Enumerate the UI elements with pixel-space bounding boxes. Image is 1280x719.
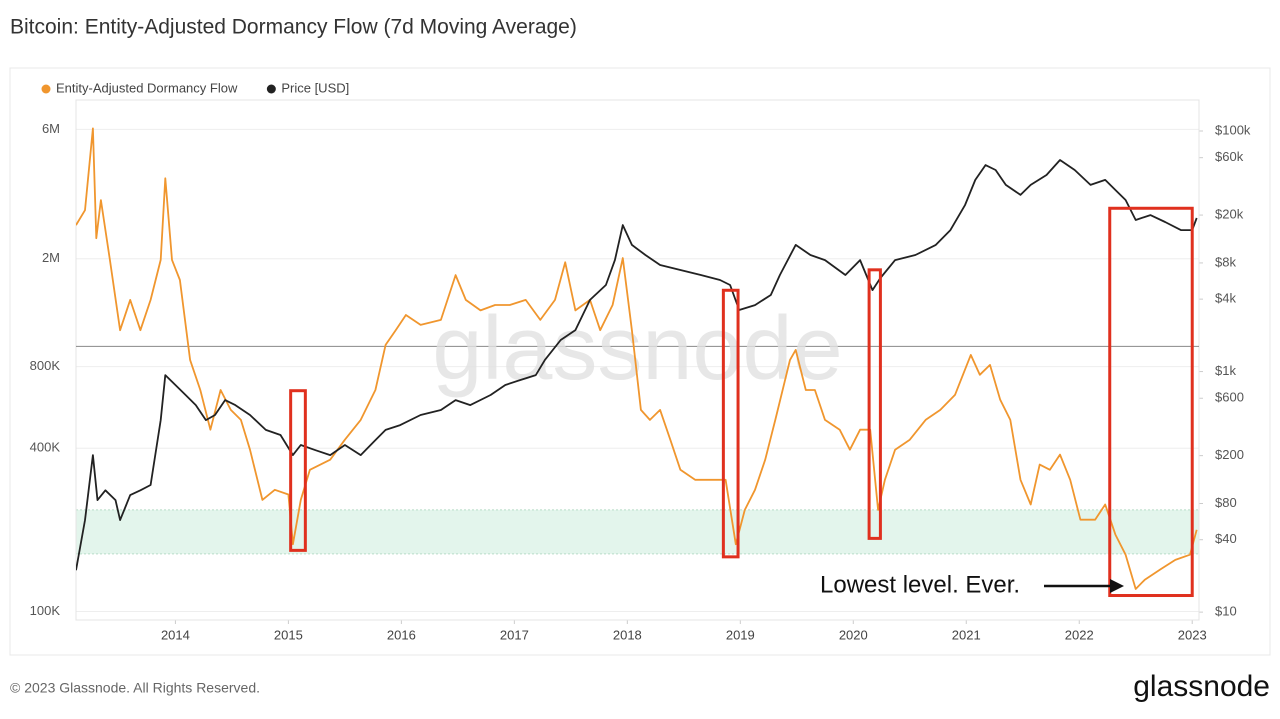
legend-label: Entity-Adjusted Dormancy Flow <box>56 80 238 95</box>
highlight-box <box>867 268 882 540</box>
highlight-box <box>1108 206 1194 598</box>
y2-tick-label: $80 <box>1215 495 1237 510</box>
x-tick-label: 2014 <box>161 627 190 642</box>
y2-tick-label: $8k <box>1215 254 1236 269</box>
highlight-box <box>289 389 307 552</box>
y-tick-label: 6M <box>42 121 60 136</box>
highlight-box <box>721 288 740 559</box>
y-tick-label: 800K <box>30 358 61 373</box>
chart-frame <box>9 67 1271 656</box>
band <box>76 509 1199 554</box>
y-tick-label: 100K <box>30 603 61 618</box>
y2-tick-label: $60k <box>1215 149 1244 164</box>
legend-marker <box>266 84 276 94</box>
y-tick-label: 400K <box>30 440 61 455</box>
x-tick-label: 2023 <box>1178 627 1207 642</box>
y2-tick-label: $100k <box>1215 122 1251 137</box>
series-line <box>76 159 1198 571</box>
x-tick-label: 2021 <box>952 627 981 642</box>
series-line <box>76 127 1198 590</box>
y2-tick-label: $1k <box>1215 363 1236 378</box>
y2-tick-label: $40 <box>1215 531 1237 546</box>
logo: glassnode <box>1133 670 1270 703</box>
x-tick-label: 2016 <box>387 627 416 642</box>
x-tick-label: 2017 <box>500 627 529 642</box>
x-tick-label: 2022 <box>1065 627 1094 642</box>
legend-marker <box>41 84 51 94</box>
y-tick-label: 2M <box>42 250 60 265</box>
plot-frame <box>75 99 1200 621</box>
footer: © 2023 Glassnode. All Rights Reserved. <box>10 680 260 696</box>
legend-label: Price [USD] <box>281 80 349 95</box>
x-tick-label: 2019 <box>726 627 755 642</box>
y2-tick-label: $20k <box>1215 207 1244 222</box>
y2-tick-label: $10 <box>1215 604 1237 619</box>
y2-tick-label: $4k <box>1215 291 1236 306</box>
x-tick-label: 2018 <box>613 627 642 642</box>
annotation: Lowest level. Ever. <box>820 571 1020 598</box>
x-tick-label: 2020 <box>839 627 868 642</box>
x-tick-label: 2015 <box>274 627 303 642</box>
annotation-arrowhead <box>1110 579 1124 593</box>
chart-title: Bitcoin: Entity-Adjusted Dormancy Flow (… <box>10 16 577 39</box>
y2-tick-label: $600 <box>1215 390 1244 405</box>
y2-tick-label: $200 <box>1215 447 1244 462</box>
